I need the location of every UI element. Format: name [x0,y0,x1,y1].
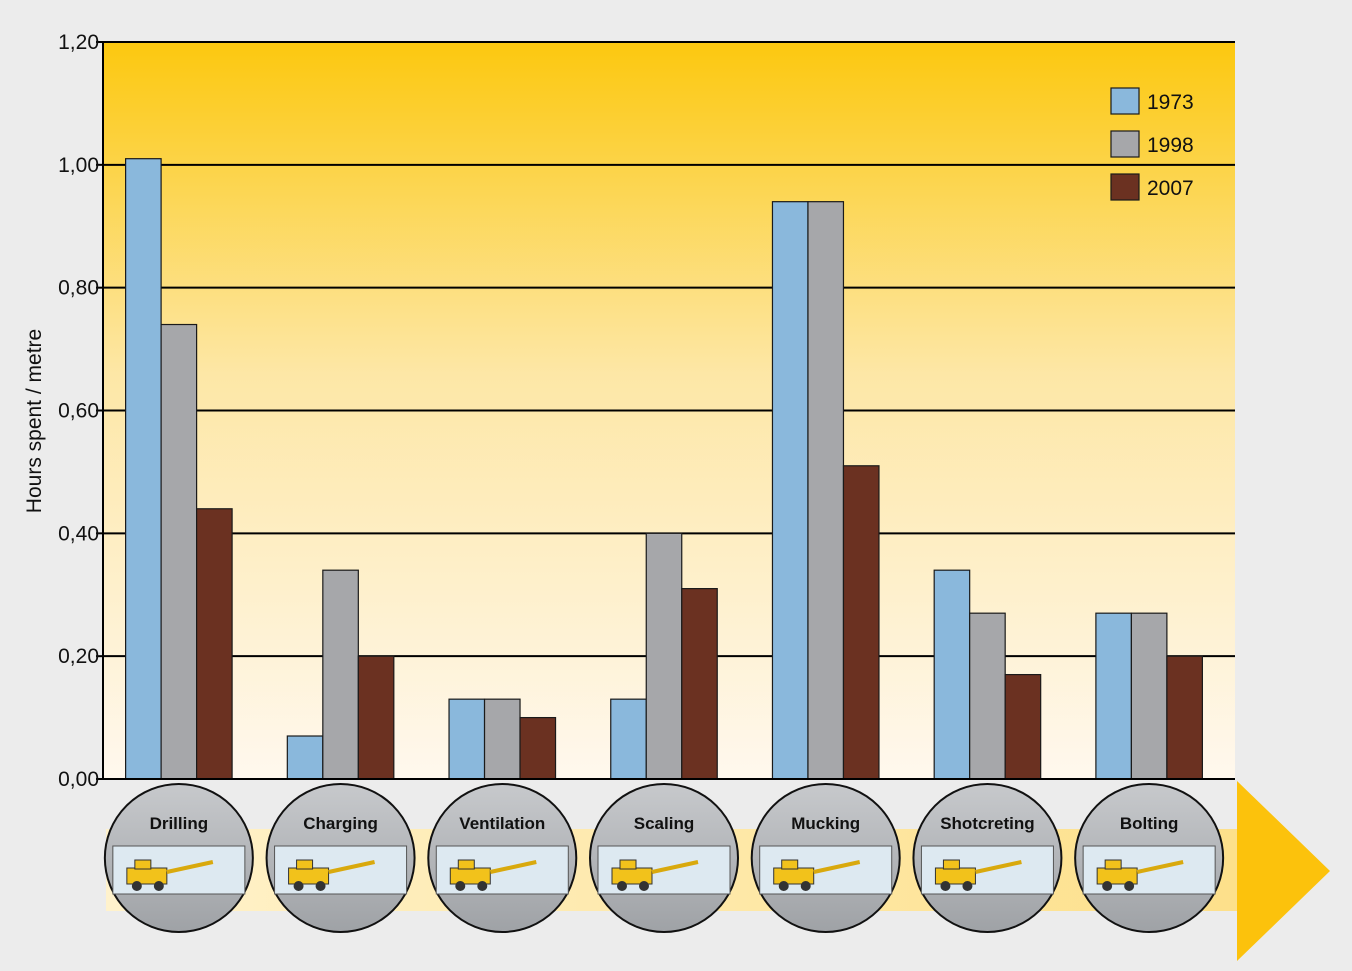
bar-mucking-1973 [771,201,809,780]
legend-label-1998: 1998 [1147,134,1194,157]
category-label: Shotcreting [940,814,1034,833]
bar-mucking-2007 [842,465,880,780]
stage-charging: Charging [265,783,416,933]
category-label: Mucking [791,814,860,833]
drill-rig-icon [126,859,214,891]
loader-icon [773,859,861,891]
category-label: Bolting [1120,814,1179,833]
bar-drilling-2007 [196,508,233,780]
stage-bolting: Bolting [1074,783,1225,933]
y-tick-label: 0,40 [58,522,99,545]
y-axis-label: Hours spent / metre [23,329,46,513]
legend-swatch-1998 [1110,130,1140,158]
stage-drilling: Drilling [103,783,254,933]
bar-scaling-1998 [645,532,683,780]
process-stages: Drilling Charging Ventilation Scaling Muckin… [103,783,1225,933]
bars [125,158,1203,780]
shotcrete-rig-icon [934,859,1022,891]
legend-label-2007: 2007 [1147,177,1194,200]
stage-mucking: Mucking [750,783,901,933]
category-label: Charging [303,814,378,833]
bar-drilling-1973 [125,158,162,780]
category-label: Ventilation [459,814,545,833]
bar-shotcreting-1973 [933,569,971,780]
bar-scaling-2007 [681,588,718,780]
bar-bolting-1973 [1095,612,1132,780]
bar-charging-2007 [357,655,395,780]
legend-swatch-2007 [1110,173,1140,201]
stage-shotcreting: Shotcreting [912,783,1063,933]
bar-charging-1998 [322,569,359,780]
stage-scaling: Scaling [589,783,739,933]
legend-swatch-1973 [1110,87,1140,115]
bar-bolting-2007 [1166,655,1203,780]
legend: 1973 1998 2007 [1110,87,1194,201]
y-tick-label: 0,60 [58,400,99,423]
y-tick-label: 0,20 [58,645,99,668]
charging-rig-icon [288,859,375,891]
y-tick-labels: 0,00 0,20 0,40 0,60 0,80 1,00 1,20 [58,31,103,791]
bar-scaling-1973 [610,698,647,780]
y-tick-label: 1,00 [58,154,99,177]
scaling-rig-icon [611,859,699,891]
bar-shotcreting-1998 [969,612,1006,780]
stage-ventilation: Ventilation [427,783,578,933]
y-tick-label: 0,80 [58,277,99,300]
legend-label-1973: 1973 [1147,91,1194,114]
bar-mucking-1998 [807,201,845,780]
bar-drilling-1998 [160,323,198,780]
bolting-rig-icon [1096,859,1184,891]
bar-ventilation-1973 [448,698,486,780]
category-label: Scaling [634,814,694,833]
bar-shotcreting-2007 [1004,673,1042,780]
category-label: Drilling [150,814,209,833]
bar-charging-1973 [286,735,324,780]
bar-ventilation-1998 [483,698,521,780]
y-tick-label: 0,00 [58,768,99,791]
bar-bolting-1998 [1130,612,1168,780]
y-tick-label: 1,20 [58,31,99,54]
ventilation-icon [449,859,537,891]
bar-ventilation-2007 [519,716,557,780]
process-arrow [1237,781,1330,961]
